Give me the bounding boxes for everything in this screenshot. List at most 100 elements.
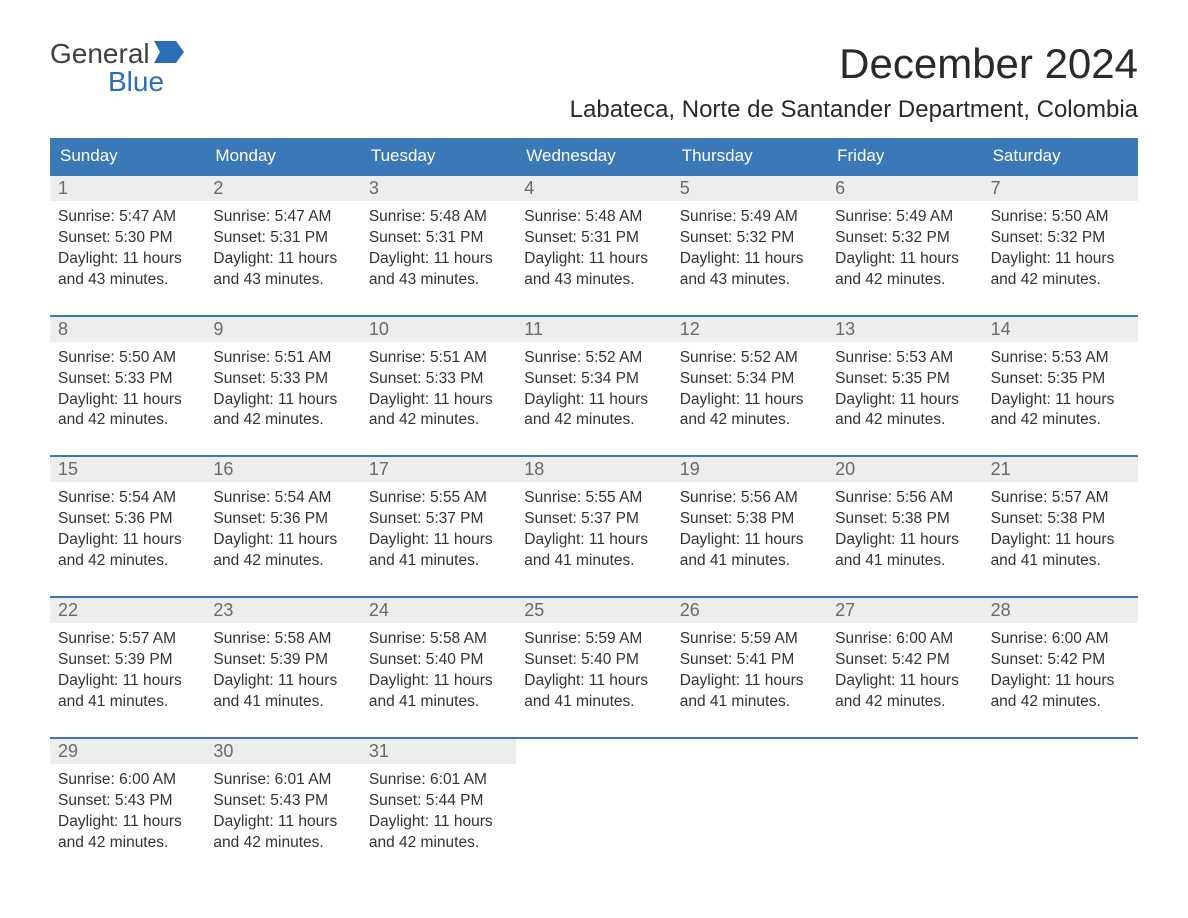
week-row: 8Sunrise: 5:50 AMSunset: 5:33 PMDaylight…: [50, 315, 1138, 432]
week-row: 1Sunrise: 5:47 AMSunset: 5:30 PMDaylight…: [50, 174, 1138, 291]
daylight-line-2: and 43 minutes.: [369, 270, 508, 291]
flag-icon: [154, 40, 184, 68]
sunset-line: Sunset: 5:34 PM: [680, 369, 819, 390]
sunset-line: Sunset: 5:42 PM: [835, 650, 974, 671]
sunrise-line: Sunrise: 6:00 AM: [991, 629, 1130, 650]
day-number: 31: [361, 739, 516, 764]
sunset-line: Sunset: 5:33 PM: [369, 369, 508, 390]
day-cell: 5Sunrise: 5:49 AMSunset: 5:32 PMDaylight…: [672, 176, 827, 291]
daylight-line-2: and 41 minutes.: [524, 692, 663, 713]
day-number: 30: [205, 739, 360, 764]
daylight-line-1: Daylight: 11 hours: [524, 530, 663, 551]
sunset-line: Sunset: 5:38 PM: [680, 509, 819, 530]
day-cell: 18Sunrise: 5:55 AMSunset: 5:37 PMDayligh…: [516, 457, 671, 572]
day-body: Sunrise: 5:54 AMSunset: 5:36 PMDaylight:…: [50, 482, 205, 572]
daylight-line-2: and 42 minutes.: [991, 270, 1130, 291]
sunrise-line: Sunrise: 5:48 AM: [524, 207, 663, 228]
sunset-line: Sunset: 5:32 PM: [680, 228, 819, 249]
day-number: 12: [672, 317, 827, 342]
daylight-line-1: Daylight: 11 hours: [213, 530, 352, 551]
sunset-line: Sunset: 5:35 PM: [991, 369, 1130, 390]
day-cell: 29Sunrise: 6:00 AMSunset: 5:43 PMDayligh…: [50, 739, 205, 854]
title-block: December 2024 Labateca, Norte de Santand…: [570, 40, 1138, 124]
sunrise-line: Sunrise: 5:58 AM: [213, 629, 352, 650]
daylight-line-1: Daylight: 11 hours: [680, 530, 819, 551]
day-cell: 28Sunrise: 6:00 AMSunset: 5:42 PMDayligh…: [983, 598, 1138, 713]
sunrise-line: Sunrise: 5:51 AM: [213, 348, 352, 369]
day-cell: 23Sunrise: 5:58 AMSunset: 5:39 PMDayligh…: [205, 598, 360, 713]
weekday-monday: Monday: [205, 138, 360, 174]
daylight-line-2: and 43 minutes.: [58, 270, 197, 291]
daylight-line-2: and 42 minutes.: [213, 410, 352, 431]
sunrise-line: Sunrise: 5:53 AM: [991, 348, 1130, 369]
daylight-line-2: and 41 minutes.: [524, 551, 663, 572]
day-body: Sunrise: 5:53 AMSunset: 5:35 PMDaylight:…: [983, 342, 1138, 432]
day-number: 24: [361, 598, 516, 623]
daylight-line-2: and 42 minutes.: [213, 833, 352, 854]
day-body: Sunrise: 5:58 AMSunset: 5:40 PMDaylight:…: [361, 623, 516, 713]
sunrise-line: Sunrise: 5:57 AM: [991, 488, 1130, 509]
sunset-line: Sunset: 5:35 PM: [835, 369, 974, 390]
day-number: 29: [50, 739, 205, 764]
weekday-friday: Friday: [827, 138, 982, 174]
sunset-line: Sunset: 5:31 PM: [524, 228, 663, 249]
day-number: 16: [205, 457, 360, 482]
daylight-line-2: and 41 minutes.: [369, 551, 508, 572]
sunrise-line: Sunrise: 5:59 AM: [524, 629, 663, 650]
sunset-line: Sunset: 5:30 PM: [58, 228, 197, 249]
daylight-line-1: Daylight: 11 hours: [213, 249, 352, 270]
sunset-line: Sunset: 5:40 PM: [369, 650, 508, 671]
sunrise-line: Sunrise: 5:49 AM: [835, 207, 974, 228]
sunset-line: Sunset: 5:38 PM: [835, 509, 974, 530]
daylight-line-1: Daylight: 11 hours: [524, 390, 663, 411]
daylight-line-1: Daylight: 11 hours: [369, 390, 508, 411]
day-number: 21: [983, 457, 1138, 482]
daylight-line-2: and 43 minutes.: [213, 270, 352, 291]
day-body: Sunrise: 5:47 AMSunset: 5:31 PMDaylight:…: [205, 201, 360, 291]
day-body: Sunrise: 5:59 AMSunset: 5:41 PMDaylight:…: [672, 623, 827, 713]
day-body: Sunrise: 5:52 AMSunset: 5:34 PMDaylight:…: [516, 342, 671, 432]
day-cell: 15Sunrise: 5:54 AMSunset: 5:36 PMDayligh…: [50, 457, 205, 572]
day-number: 15: [50, 457, 205, 482]
sunrise-line: Sunrise: 5:55 AM: [524, 488, 663, 509]
sunrise-line: Sunrise: 5:53 AM: [835, 348, 974, 369]
daylight-line-1: Daylight: 11 hours: [213, 812, 352, 833]
day-number: 3: [361, 176, 516, 201]
day-number: 27: [827, 598, 982, 623]
day-body: Sunrise: 5:50 AMSunset: 5:32 PMDaylight:…: [983, 201, 1138, 291]
daylight-line-1: Daylight: 11 hours: [835, 249, 974, 270]
sunset-line: Sunset: 5:38 PM: [991, 509, 1130, 530]
daylight-line-2: and 42 minutes.: [991, 692, 1130, 713]
week-row: 29Sunrise: 6:00 AMSunset: 5:43 PMDayligh…: [50, 737, 1138, 854]
day-body: Sunrise: 6:01 AMSunset: 5:43 PMDaylight:…: [205, 764, 360, 854]
sunrise-line: Sunrise: 5:50 AM: [58, 348, 197, 369]
daylight-line-2: and 42 minutes.: [369, 410, 508, 431]
daylight-line-1: Daylight: 11 hours: [835, 530, 974, 551]
day-body: Sunrise: 5:58 AMSunset: 5:39 PMDaylight:…: [205, 623, 360, 713]
day-cell: 21Sunrise: 5:57 AMSunset: 5:38 PMDayligh…: [983, 457, 1138, 572]
weekday-saturday: Saturday: [983, 138, 1138, 174]
day-body: Sunrise: 5:57 AMSunset: 5:39 PMDaylight:…: [50, 623, 205, 713]
day-cell: 30Sunrise: 6:01 AMSunset: 5:43 PMDayligh…: [205, 739, 360, 854]
month-title: December 2024: [570, 40, 1138, 88]
daylight-line-1: Daylight: 11 hours: [835, 390, 974, 411]
day-body: Sunrise: 6:00 AMSunset: 5:43 PMDaylight:…: [50, 764, 205, 854]
day-cell: 25Sunrise: 5:59 AMSunset: 5:40 PMDayligh…: [516, 598, 671, 713]
sunrise-line: Sunrise: 5:47 AM: [58, 207, 197, 228]
sunset-line: Sunset: 5:43 PM: [213, 791, 352, 812]
daylight-line-2: and 42 minutes.: [58, 410, 197, 431]
day-number: 7: [983, 176, 1138, 201]
day-cell: 12Sunrise: 5:52 AMSunset: 5:34 PMDayligh…: [672, 317, 827, 432]
day-number: 17: [361, 457, 516, 482]
day-body: Sunrise: 5:52 AMSunset: 5:34 PMDaylight:…: [672, 342, 827, 432]
daylight-line-1: Daylight: 11 hours: [524, 249, 663, 270]
day-body: Sunrise: 5:48 AMSunset: 5:31 PMDaylight:…: [361, 201, 516, 291]
daylight-line-1: Daylight: 11 hours: [369, 812, 508, 833]
day-body: Sunrise: 5:59 AMSunset: 5:40 PMDaylight:…: [516, 623, 671, 713]
day-body: Sunrise: 5:49 AMSunset: 5:32 PMDaylight:…: [827, 201, 982, 291]
weekday-header-row: SundayMondayTuesdayWednesdayThursdayFrid…: [50, 138, 1138, 174]
day-number: 11: [516, 317, 671, 342]
day-number: 23: [205, 598, 360, 623]
daylight-line-1: Daylight: 11 hours: [835, 671, 974, 692]
daylight-line-1: Daylight: 11 hours: [369, 249, 508, 270]
